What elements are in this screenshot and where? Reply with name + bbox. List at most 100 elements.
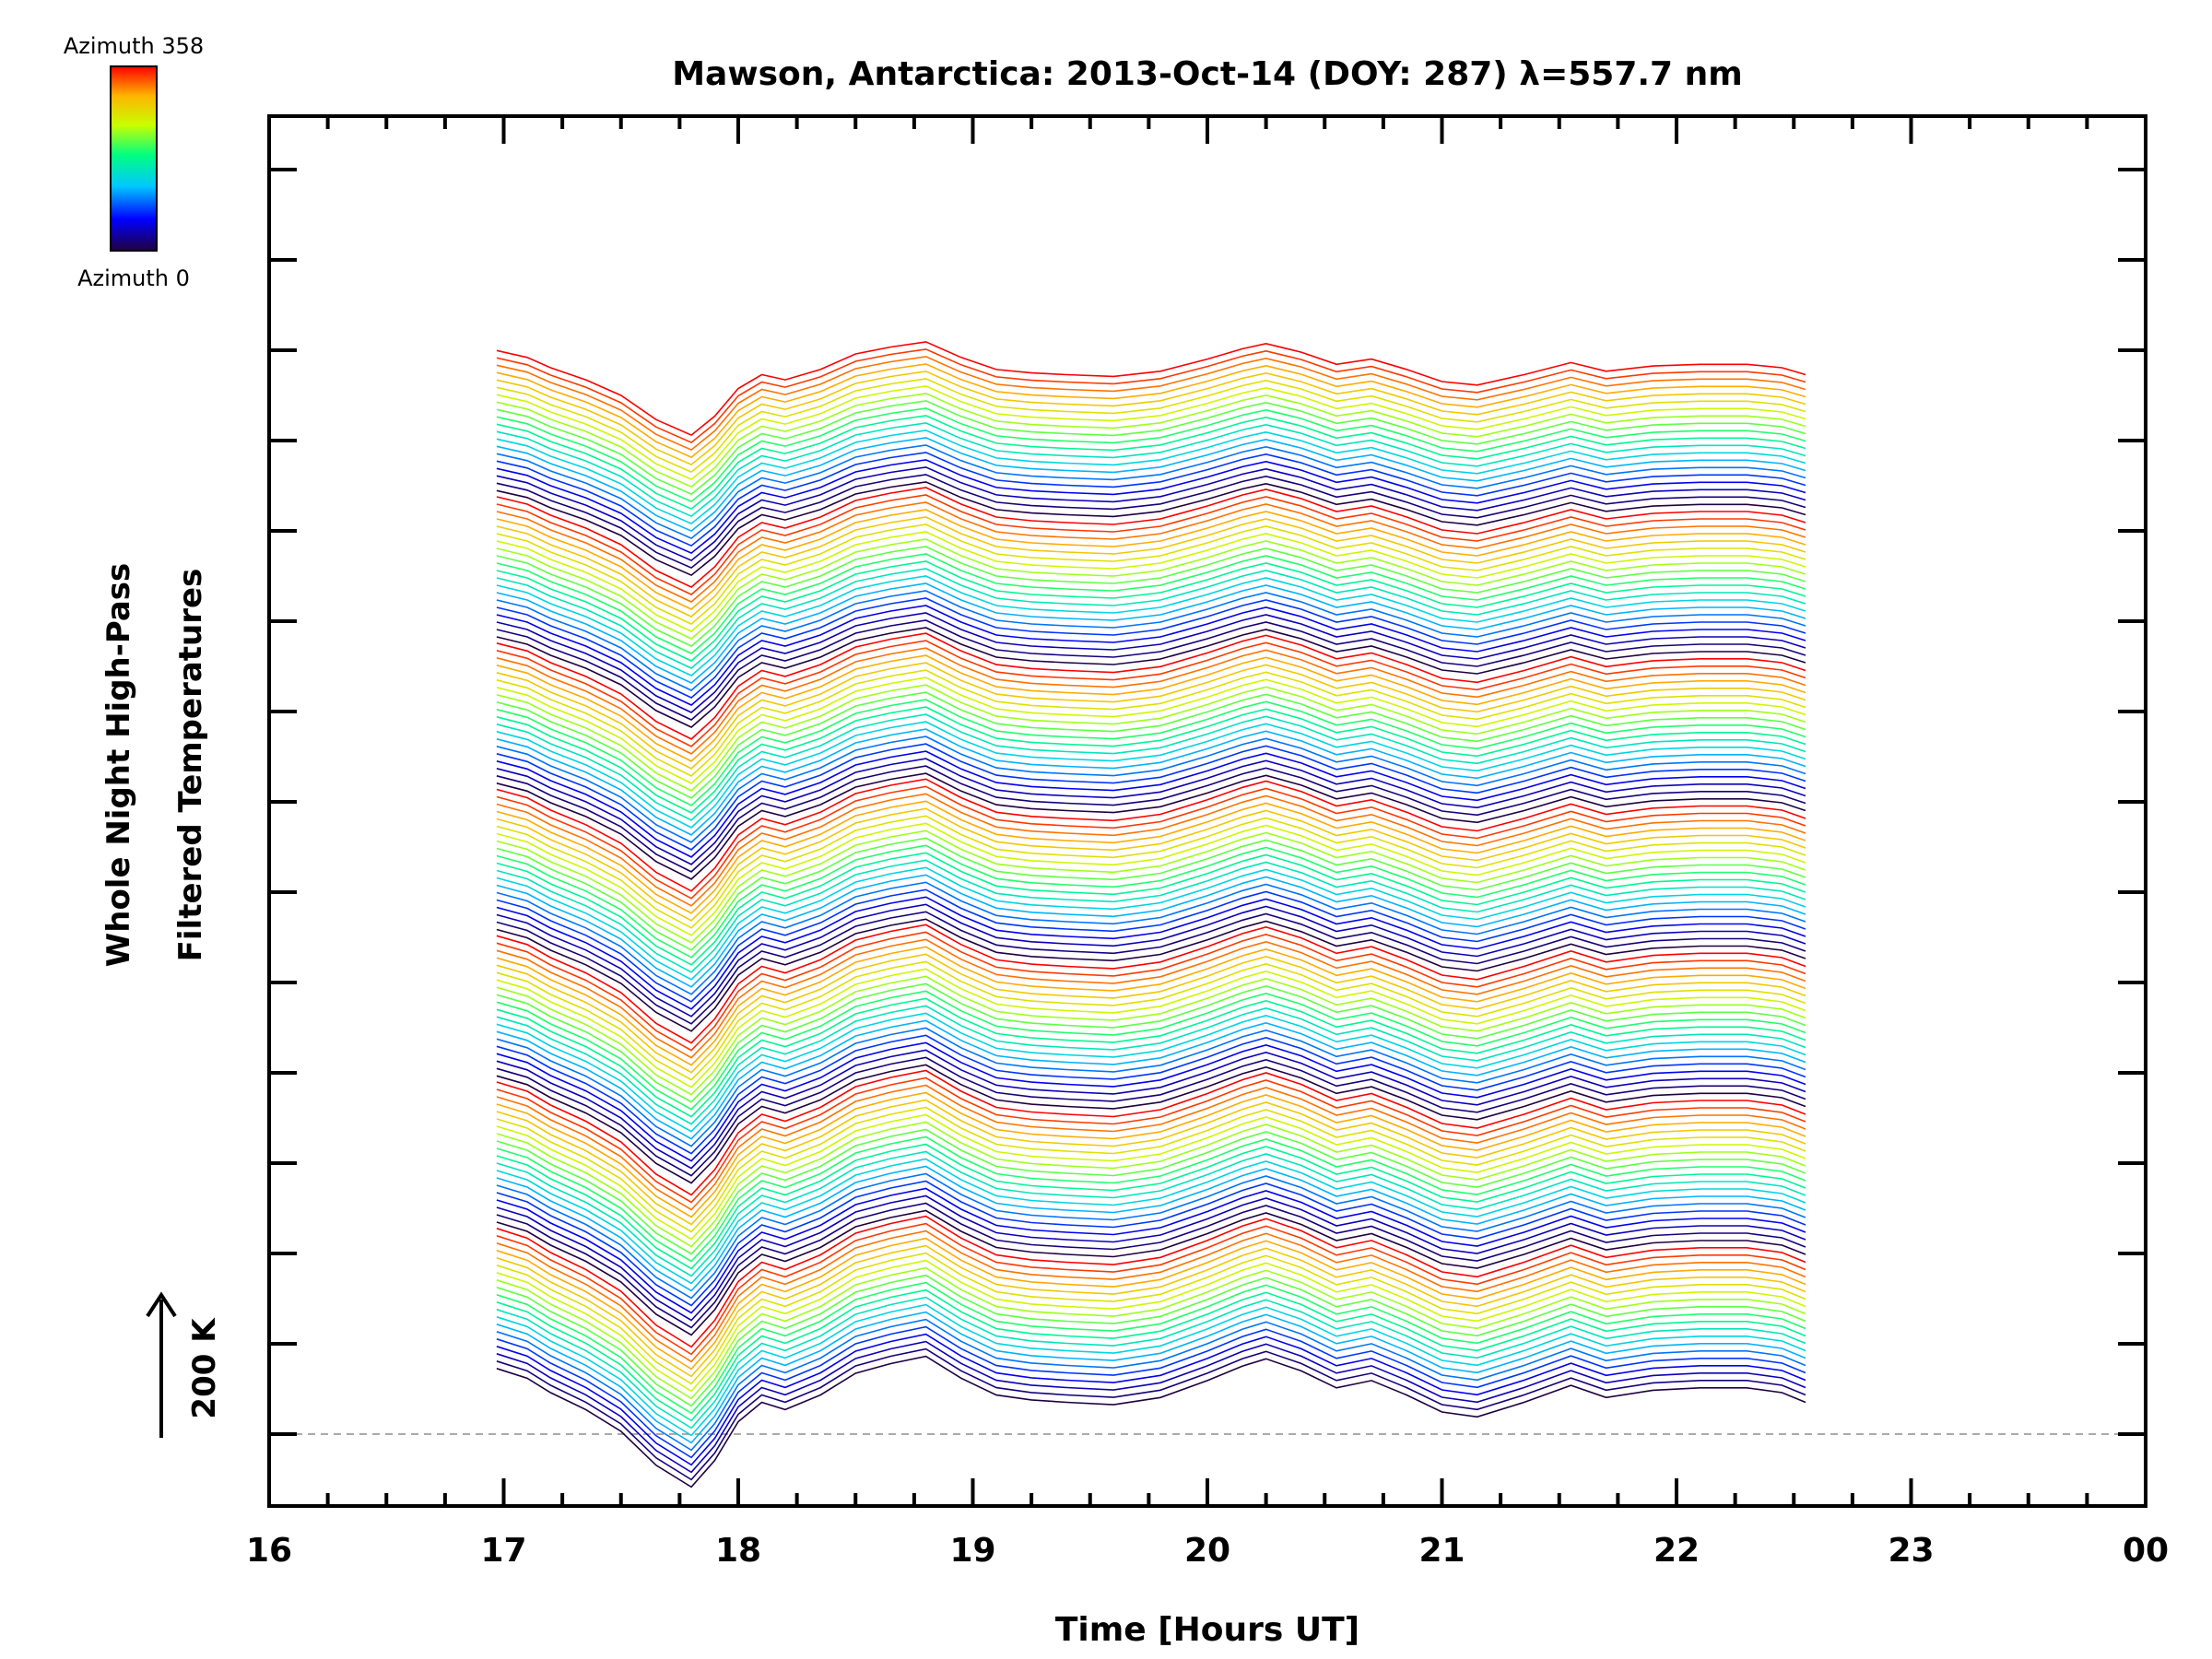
x-tick-label: 20: [1184, 1532, 1230, 1570]
series-line: [496, 1202, 1806, 1329]
series-line: [496, 677, 1806, 784]
series-line: [496, 415, 1806, 511]
x-tick-label: 21: [1418, 1532, 1465, 1570]
series-line: [496, 706, 1806, 814]
series-line: [496, 1084, 1806, 1211]
series-line: [496, 1230, 1806, 1363]
series-line: [496, 772, 1806, 880]
series-line: [496, 1311, 1806, 1444]
series-line: [496, 582, 1806, 684]
series-line: [496, 1209, 1806, 1336]
series-line: [496, 640, 1806, 747]
x-tick-label: 16: [246, 1532, 292, 1570]
colorbar-top-label: Azimuth 358: [64, 33, 204, 59]
series-line: [496, 385, 1806, 481]
series-line: [496, 1194, 1806, 1322]
series-line: [496, 575, 1806, 677]
series-line: [496, 466, 1806, 562]
series-line: [496, 1274, 1806, 1407]
colorbar-bottom-label: Azimuth 0: [77, 265, 190, 291]
series-line: [496, 807, 1806, 922]
series-line: [496, 1091, 1806, 1218]
series-line: [496, 721, 1806, 829]
series-line: [496, 568, 1806, 669]
series-line: [496, 393, 1806, 488]
scale-marker: 200 K: [146, 1291, 223, 1438]
series-line: [496, 590, 1806, 691]
x-tick-label: 17: [480, 1532, 526, 1570]
series-line: [496, 546, 1806, 647]
series-line: [496, 1281, 1806, 1415]
series-line: [496, 494, 1806, 595]
series-line: [496, 758, 1806, 865]
series-line: [496, 487, 1806, 588]
series-line: [496, 837, 1806, 951]
x-axis-label: Time [Hours UT]: [1055, 1611, 1359, 1649]
series-line: [496, 1288, 1806, 1422]
series-line: [496, 444, 1806, 540]
series-line: [496, 750, 1806, 858]
series-line: [496, 1113, 1806, 1241]
series-line: [496, 348, 1806, 444]
series-line: [496, 911, 1806, 1025]
series-line: [496, 1121, 1806, 1248]
series-line: [496, 743, 1806, 851]
series-line: [496, 1056, 1806, 1177]
x-tick-label: 19: [949, 1532, 995, 1570]
series-line: [496, 982, 1806, 1103]
series-line: [496, 968, 1806, 1088]
series-line: [496, 612, 1806, 713]
series-line: [496, 627, 1806, 728]
series-line: [496, 822, 1806, 936]
series-line: [496, 1150, 1806, 1277]
series-line: [496, 1005, 1806, 1125]
series-line: [496, 953, 1806, 1074]
series-line: [496, 1027, 1806, 1147]
series-line: [496, 1180, 1806, 1307]
series-line: [496, 531, 1806, 632]
series-line: [496, 662, 1806, 770]
series-line: [496, 422, 1806, 518]
series-line: [496, 903, 1806, 1018]
series-line: [496, 990, 1806, 1111]
series-line: [496, 341, 1806, 437]
series-line: [496, 852, 1806, 966]
series-line: [496, 1041, 1806, 1162]
series-line: [496, 975, 1806, 1096]
series-line: [496, 501, 1806, 603]
series-line: [496, 1222, 1806, 1356]
series-line: [496, 924, 1806, 1044]
series-line: [496, 699, 1806, 806]
y-axis-label-line2: Filtered Temperatures: [172, 569, 209, 962]
series-line: [496, 429, 1806, 525]
series-line: [496, 1355, 1806, 1488]
series-line: [496, 407, 1806, 503]
series-line: [496, 946, 1806, 1066]
x-tick-label: 22: [1653, 1532, 1700, 1570]
series-line: [496, 1347, 1806, 1481]
series-line: [496, 1340, 1806, 1474]
series-line: [496, 1135, 1806, 1263]
series-line: [496, 881, 1806, 995]
series-line: [496, 363, 1806, 459]
series-line: [496, 356, 1806, 452]
series-line: [496, 1019, 1806, 1140]
series-line: [496, 997, 1806, 1118]
series-line: [496, 1064, 1806, 1184]
series-line: [496, 669, 1806, 777]
x-tick-label: 18: [715, 1532, 761, 1570]
series-line: [496, 1158, 1806, 1285]
series-line: [496, 1333, 1806, 1466]
tick-group: [267, 116, 2147, 1506]
series-line: [496, 1172, 1806, 1300]
series-line: [496, 1259, 1806, 1393]
series-line: [496, 378, 1806, 474]
series-line: [496, 1215, 1806, 1348]
series-line: [496, 859, 1806, 973]
x-tick-label: 23: [1888, 1532, 1934, 1570]
series-line: [496, 538, 1806, 640]
series-line: [496, 654, 1806, 762]
x-tick-labels: 16 17 18 19 20 21 22 23 00: [246, 1532, 2169, 1570]
scale-arrow-head: [146, 1291, 177, 1318]
